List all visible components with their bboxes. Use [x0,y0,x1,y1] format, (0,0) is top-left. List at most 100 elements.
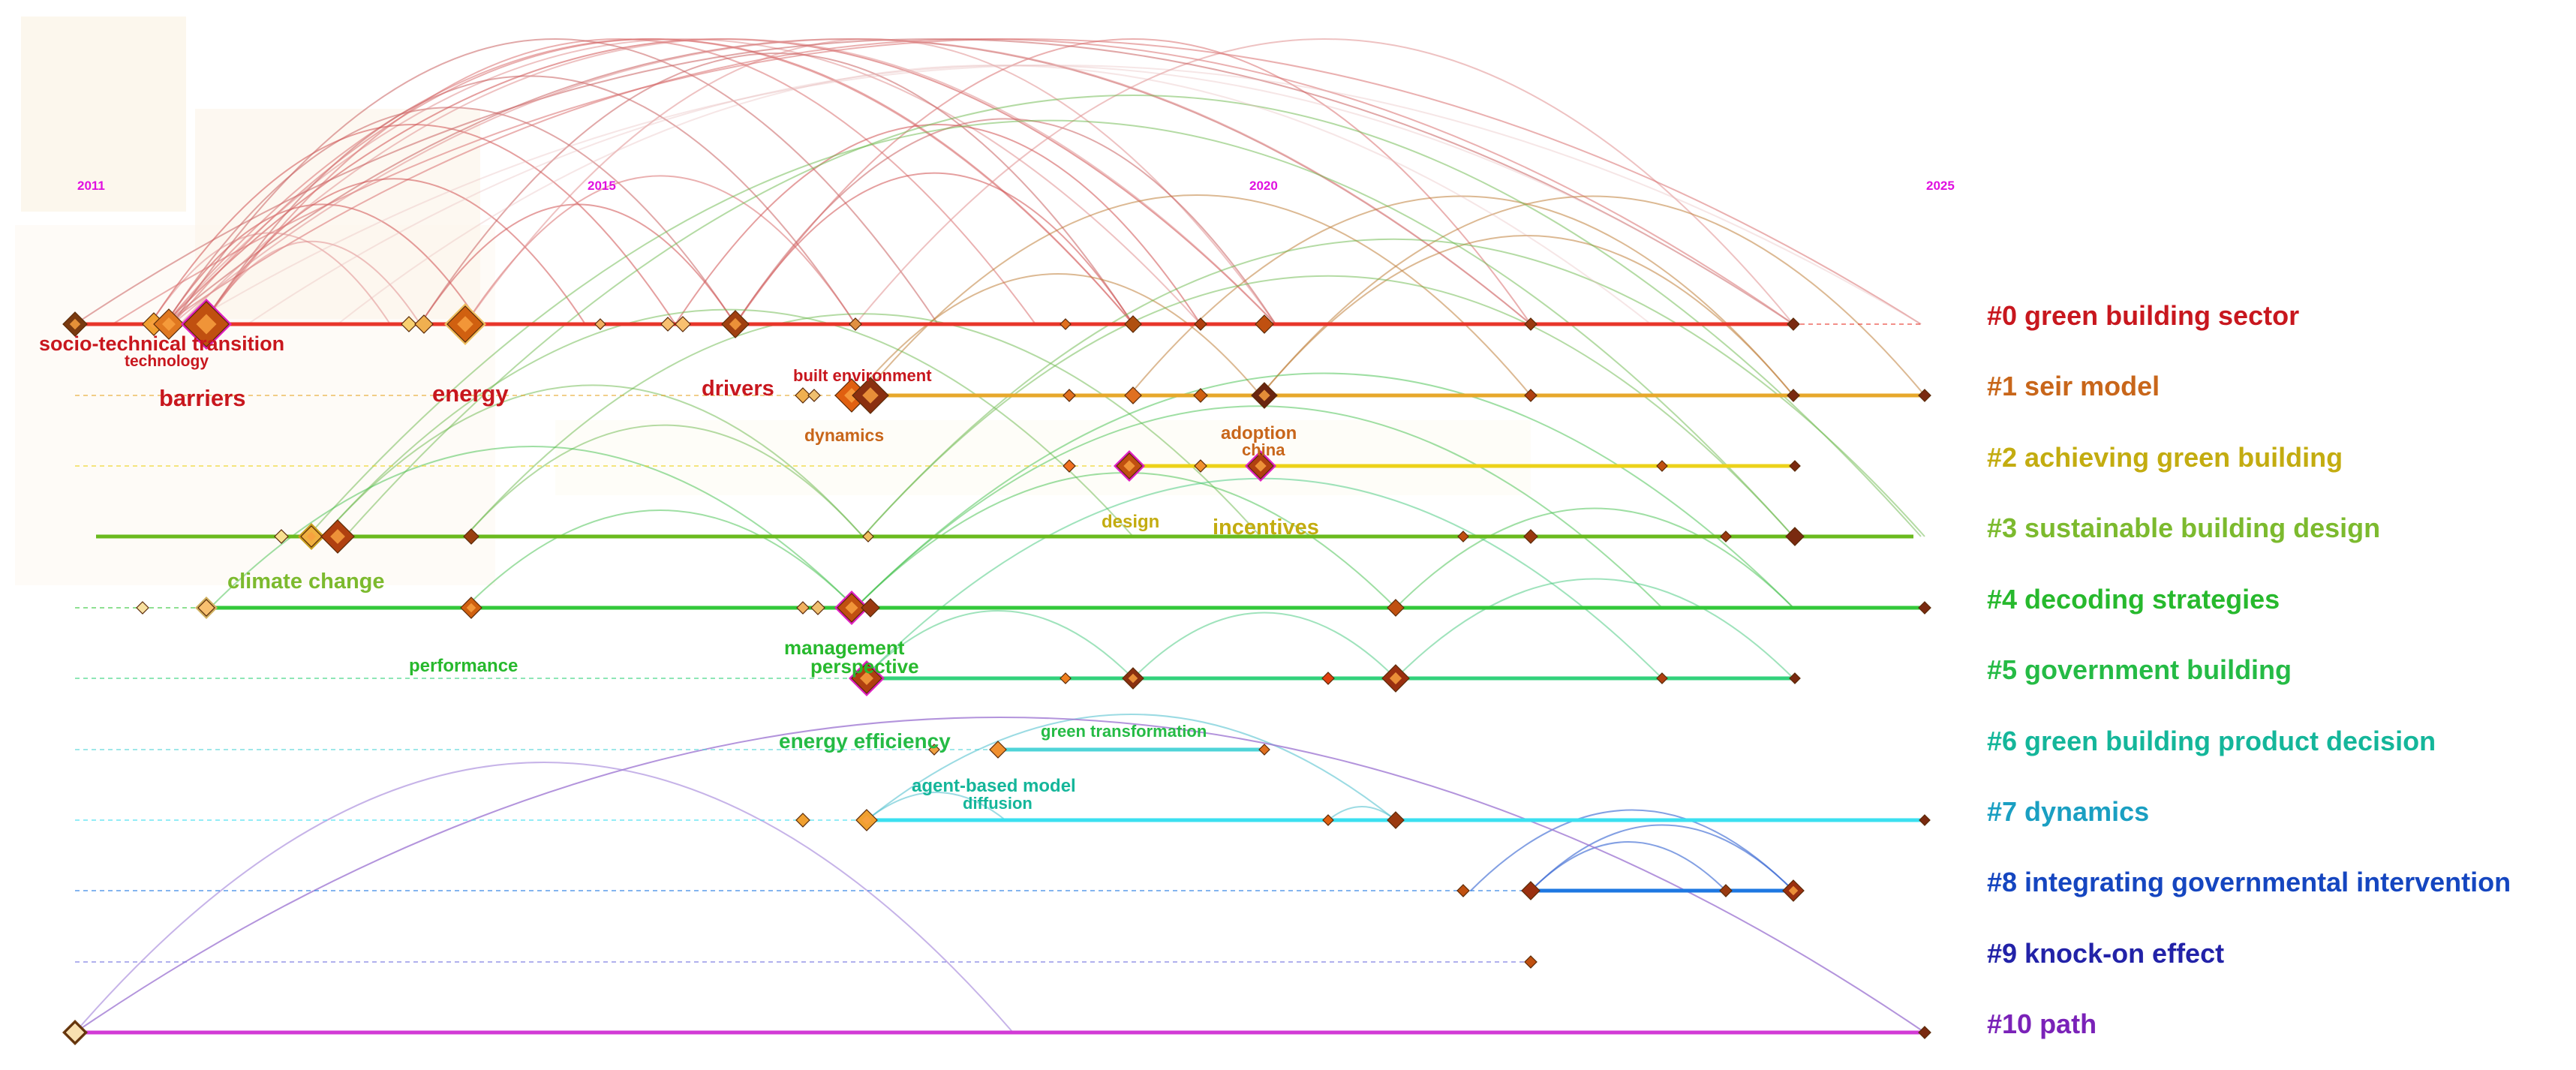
citation-arc [1129,195,1794,396]
citation-arc [862,275,1794,537]
keyword-node [1258,744,1270,756]
citation-arc [866,792,1006,821]
keyword-node-core [306,531,317,542]
keyword-node [594,318,606,330]
keyword-node-core [1128,673,1138,684]
cluster-label: #6 green building product decision [1987,726,2436,756]
citation-arc [322,308,1134,537]
citation-arc [149,124,676,325]
keyword-node [1321,672,1335,685]
keyword-node-core [729,317,742,331]
keyword-label: built environment [793,366,932,385]
citation-arc [855,372,1794,609]
keyword-label: technology [125,353,209,370]
keyword-node [1063,389,1076,402]
keyword-node [1193,388,1208,403]
keyword-node-core [162,317,176,331]
cluster-label: #3 sustainable building design [1987,512,2380,543]
citation-arc [1327,806,1396,821]
citation-arc [172,38,1134,325]
year-tick: 2025 [1926,179,1955,193]
keyword-node [1656,672,1668,684]
keyword-label: drivers [702,377,774,401]
keyword-label: agent-based model [912,776,1076,796]
citation-arc [1395,578,1794,679]
citation-arc [112,38,1922,325]
keyword-node [414,314,434,334]
cluster-label: #9 knock-on effect [1987,938,2224,969]
keyword-node-core [1123,460,1135,472]
keyword-node [1194,317,1207,331]
citation-arc [1260,235,1794,396]
keyword-node [1524,389,1537,402]
citation-arc [855,405,1663,609]
keyword-node [660,317,675,332]
citation-arc [179,38,1276,325]
keyword-node-core [861,815,872,825]
citation-arc [862,238,1925,537]
keyword-label: diffusion [963,794,1033,813]
year-tick: 2015 [588,179,616,193]
cluster-label: #1 seir model [1987,371,2160,401]
year-tick: 2020 [1249,179,1278,193]
keyword-node [463,528,479,545]
keyword-node [1255,314,1274,334]
citation-arc [855,273,1261,396]
keyword-node [1457,530,1469,543]
cluster-label: #2 achieving green building [1987,442,2343,473]
keyword-node-core [1255,460,1267,472]
citation-arc [209,446,856,609]
keyword-node [1918,389,1931,402]
keyword-node-core [69,318,81,330]
keyword-node [807,389,821,402]
keyword-node [1523,529,1538,544]
keyword-node [1124,315,1142,333]
citation-arc [74,717,1925,1033]
keyword-label: design [1102,512,1159,532]
year-tick: 2011 [77,179,105,193]
keyword-node [1387,599,1405,617]
keyword-node [1918,601,1931,615]
keyword-node [849,317,862,331]
keyword-node-core [196,314,217,335]
keyword-node [861,598,880,618]
keyword-label: barriers [159,385,245,411]
citation-arc [855,38,1794,325]
citation-arcs [74,38,1925,1033]
keyword-label: performance [409,656,518,676]
keyword-node [1194,459,1207,473]
keyword-nodes [62,299,1931,1045]
keyword-node-core [860,672,873,685]
keyword-node [1524,955,1537,969]
keyword-node [1322,814,1334,826]
keyword-label: green transformation [1041,722,1207,741]
keyword-node [1524,317,1537,331]
keyword-node [1787,389,1800,402]
keyword-node [1456,884,1470,897]
citation-arc [187,65,1922,325]
citation-arc [1470,809,1794,891]
keyword-label: dynamics [804,425,884,445]
keyword-node [1789,460,1801,472]
cluster-label: #4 decoding strategies [1987,584,2280,615]
keyword-node [197,599,215,617]
keyword-node [1719,884,1733,897]
year-axis: 2011 2015 2020 2025 [77,179,1955,193]
citation-arc [464,424,864,537]
keyword-label: energy [432,380,509,407]
keyword-node-core [330,529,345,544]
citation-arc [464,509,856,609]
citation-arc [1132,612,1396,679]
keyword-node-core [862,387,879,404]
citation-arc [164,38,1201,325]
citation-arc [419,53,1134,325]
cluster-label: #10 path [1987,1008,2097,1039]
keyword-label: socio-technical transition [39,332,284,355]
citation-arc [74,762,1014,1033]
keyword-node [1789,672,1801,684]
background-shading [15,17,1531,585]
keyword-node [810,600,825,615]
keyword-node [1918,1026,1931,1039]
keyword-labels: socio-technical transition technology ba… [39,332,1319,813]
